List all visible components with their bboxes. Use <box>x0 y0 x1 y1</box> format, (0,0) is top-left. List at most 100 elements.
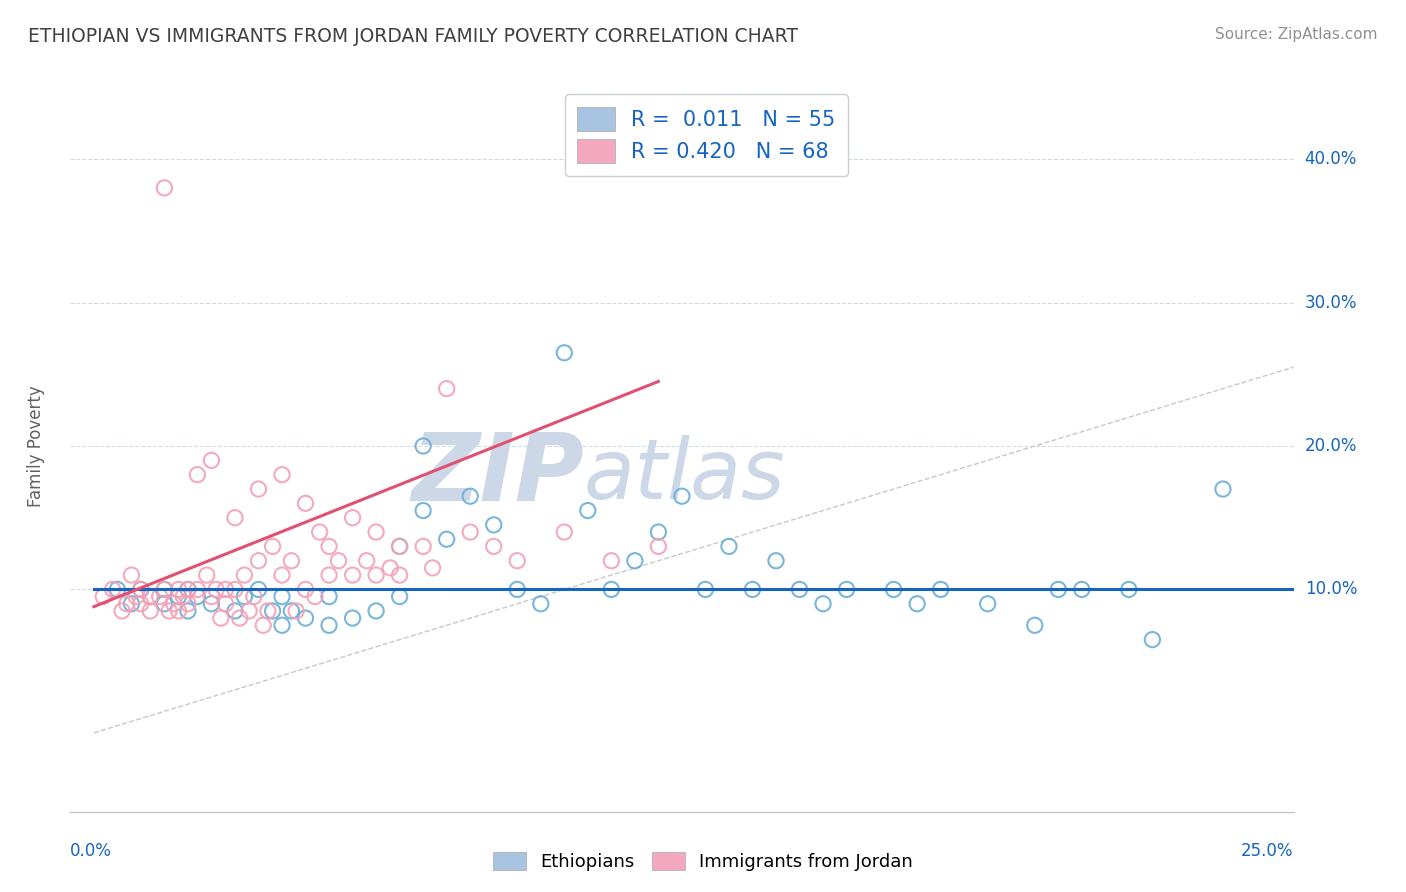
Point <box>671 489 693 503</box>
Point <box>228 611 250 625</box>
Point <box>115 597 138 611</box>
Point <box>139 590 162 604</box>
Point <box>553 345 575 359</box>
Point <box>167 604 190 618</box>
Point <box>224 582 246 597</box>
Point <box>929 582 952 597</box>
Point <box>294 611 316 625</box>
Point <box>976 597 998 611</box>
Point <box>177 597 200 611</box>
Point <box>553 524 575 539</box>
Point <box>1212 482 1234 496</box>
Point <box>153 597 176 611</box>
Point <box>835 582 858 597</box>
Point <box>200 597 222 611</box>
Point <box>177 604 200 618</box>
Point <box>342 611 364 625</box>
Point <box>167 582 190 597</box>
Point <box>157 604 180 618</box>
Point <box>280 554 302 568</box>
Point <box>789 582 811 597</box>
Point <box>436 382 458 396</box>
Point <box>482 540 505 554</box>
Point <box>422 561 444 575</box>
Text: Source: ZipAtlas.com: Source: ZipAtlas.com <box>1215 27 1378 42</box>
Point <box>186 590 208 604</box>
Point <box>247 554 270 568</box>
Point <box>177 582 200 597</box>
Point <box>506 554 529 568</box>
Point <box>294 496 316 510</box>
Point <box>200 453 222 467</box>
Point <box>120 597 143 611</box>
Point <box>905 597 928 611</box>
Point <box>200 590 222 604</box>
Point <box>285 604 308 618</box>
Point <box>458 489 481 503</box>
Text: 20.0%: 20.0% <box>1305 437 1357 455</box>
Point <box>765 554 787 568</box>
Point <box>153 582 176 597</box>
Point <box>576 503 599 517</box>
Point <box>129 597 152 611</box>
Legend: R =  0.011   N = 55, R = 0.420   N = 68: R = 0.011 N = 55, R = 0.420 N = 68 <box>565 95 848 176</box>
Point <box>412 540 434 554</box>
Point <box>308 524 330 539</box>
Point <box>271 590 294 604</box>
Point <box>318 618 340 632</box>
Point <box>214 582 236 597</box>
Point <box>600 582 623 597</box>
Point <box>436 533 458 547</box>
Point <box>252 618 274 632</box>
Point <box>105 582 128 597</box>
Point <box>139 590 162 604</box>
Point <box>205 582 228 597</box>
Text: ZIP: ZIP <box>411 429 583 521</box>
Text: 25.0%: 25.0% <box>1241 842 1294 860</box>
Point <box>186 467 208 482</box>
Text: Family Poverty: Family Poverty <box>27 385 45 507</box>
Point <box>163 597 186 611</box>
Point <box>1047 582 1070 597</box>
Point <box>91 590 114 604</box>
Point <box>243 590 266 604</box>
Point <box>111 604 134 618</box>
Point <box>647 524 669 539</box>
Point <box>167 590 190 604</box>
Point <box>280 604 302 618</box>
Point <box>388 568 411 582</box>
Point <box>271 467 294 482</box>
Point <box>328 554 350 568</box>
Point <box>364 604 387 618</box>
Point <box>364 568 387 582</box>
Point <box>811 597 834 611</box>
Point <box>412 503 434 517</box>
Point <box>294 582 316 597</box>
Point <box>129 582 152 597</box>
Point <box>506 582 529 597</box>
Point <box>624 554 647 568</box>
Point <box>257 604 280 618</box>
Point <box>224 604 246 618</box>
Point <box>129 582 152 597</box>
Point <box>717 540 740 554</box>
Point <box>318 568 340 582</box>
Text: atlas: atlas <box>583 434 786 516</box>
Point <box>364 524 387 539</box>
Text: ETHIOPIAN VS IMMIGRANTS FROM JORDAN FAMILY POVERTY CORRELATION CHART: ETHIOPIAN VS IMMIGRANTS FROM JORDAN FAMI… <box>28 27 799 45</box>
Point <box>262 540 284 554</box>
Point <box>304 590 326 604</box>
Point <box>247 582 270 597</box>
Point <box>271 618 294 632</box>
Point <box>153 181 176 195</box>
Text: 40.0%: 40.0% <box>1305 150 1357 169</box>
Point <box>233 590 256 604</box>
Point <box>177 582 200 597</box>
Point <box>388 540 411 554</box>
Point <box>1024 618 1046 632</box>
Point <box>271 568 294 582</box>
Point <box>1070 582 1092 597</box>
Point <box>342 510 364 524</box>
Point <box>647 540 669 554</box>
Point <box>195 568 218 582</box>
